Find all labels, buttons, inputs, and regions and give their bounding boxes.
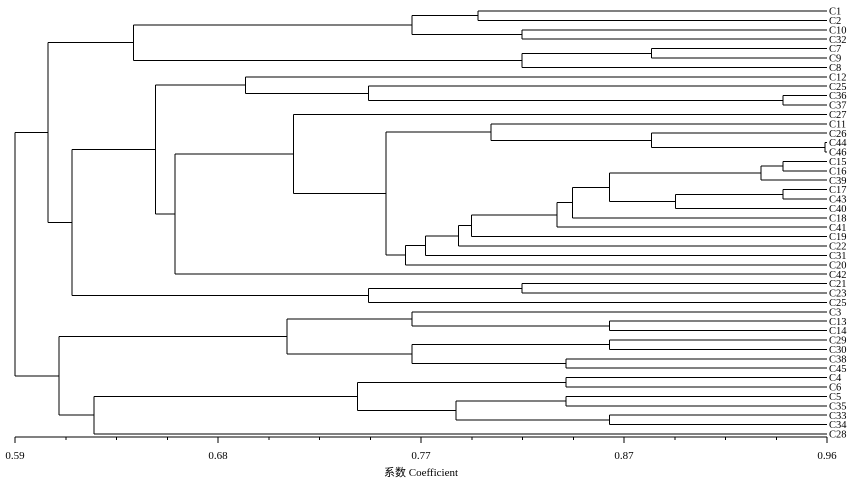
leaf-label: C18 <box>829 213 847 224</box>
leaf-label: C37 <box>829 101 847 112</box>
dendrogram-branches <box>14 10 827 435</box>
leaf-label: C2 <box>829 16 841 27</box>
leaf-label: C21 <box>829 279 847 290</box>
leaf-label: C31 <box>829 251 847 262</box>
leaf-label: C25 <box>829 82 847 93</box>
leaf-label: C43 <box>829 195 847 206</box>
leaf-label: C10 <box>829 25 847 36</box>
leaf-label: C22 <box>829 242 847 253</box>
leaf-label: C26 <box>829 129 847 140</box>
leaf-label: C19 <box>829 232 847 243</box>
leaf-label: C42 <box>829 270 847 281</box>
leaf-label: C9 <box>829 54 841 65</box>
leaf-label: C36 <box>829 91 847 102</box>
leaf-label: C15 <box>829 157 847 168</box>
x-axis: 0.59 0.68 0.77 0.87 0.96 <box>5 436 837 462</box>
leaf-label: C44 <box>829 138 847 149</box>
leaf-label: C23 <box>829 289 847 300</box>
x-tick-label: 0.59 <box>5 450 25 462</box>
leaf-label: C28 <box>829 430 847 441</box>
x-tick-label: 0.68 <box>208 450 228 462</box>
leaf-label: C30 <box>829 345 847 356</box>
leaf-label: C6 <box>829 383 841 394</box>
leaf-label: C5 <box>829 392 841 403</box>
leaf-label: C46 <box>829 148 847 159</box>
leaf-label: C25 <box>829 298 847 309</box>
x-tick-label: 0.87 <box>614 450 634 462</box>
leaf-label: C16 <box>829 166 847 177</box>
leaf-label: C17 <box>829 185 847 196</box>
leaf-label: C45 <box>829 364 847 375</box>
leaf-label: C1 <box>829 7 841 18</box>
leaf-label: C8 <box>829 63 841 74</box>
leaf-label: C13 <box>829 317 847 328</box>
leaf-label: C38 <box>829 354 847 365</box>
leaf-label: C11 <box>829 119 846 130</box>
leaf-label: C4 <box>829 373 842 384</box>
leaf-label: C7 <box>829 44 841 55</box>
leaf-label: C12 <box>829 72 847 83</box>
leaf-label: C32 <box>829 35 847 46</box>
leaf-label: C29 <box>829 336 847 347</box>
leaf-label: C27 <box>829 110 847 121</box>
leaf-label: C33 <box>829 411 847 422</box>
x-tick-label: 0.96 <box>817 450 837 462</box>
x-axis-title: 系数 Coefficient <box>384 466 458 479</box>
leaf-label: C14 <box>829 326 847 337</box>
leaf-label: C20 <box>829 260 847 271</box>
leaf-label: C3 <box>829 307 841 318</box>
leaf-label: C40 <box>829 204 847 215</box>
leaf-label: C41 <box>829 223 847 234</box>
leaf-label: C39 <box>829 176 847 187</box>
leaf-label: C35 <box>829 401 847 412</box>
leaf-labels: C1C2C10C32C7C9C8C12C25C36C37C27C11C26C44… <box>829 7 847 441</box>
x-tick-label: 0.77 <box>411 450 431 462</box>
leaf-label: C34 <box>829 420 847 431</box>
